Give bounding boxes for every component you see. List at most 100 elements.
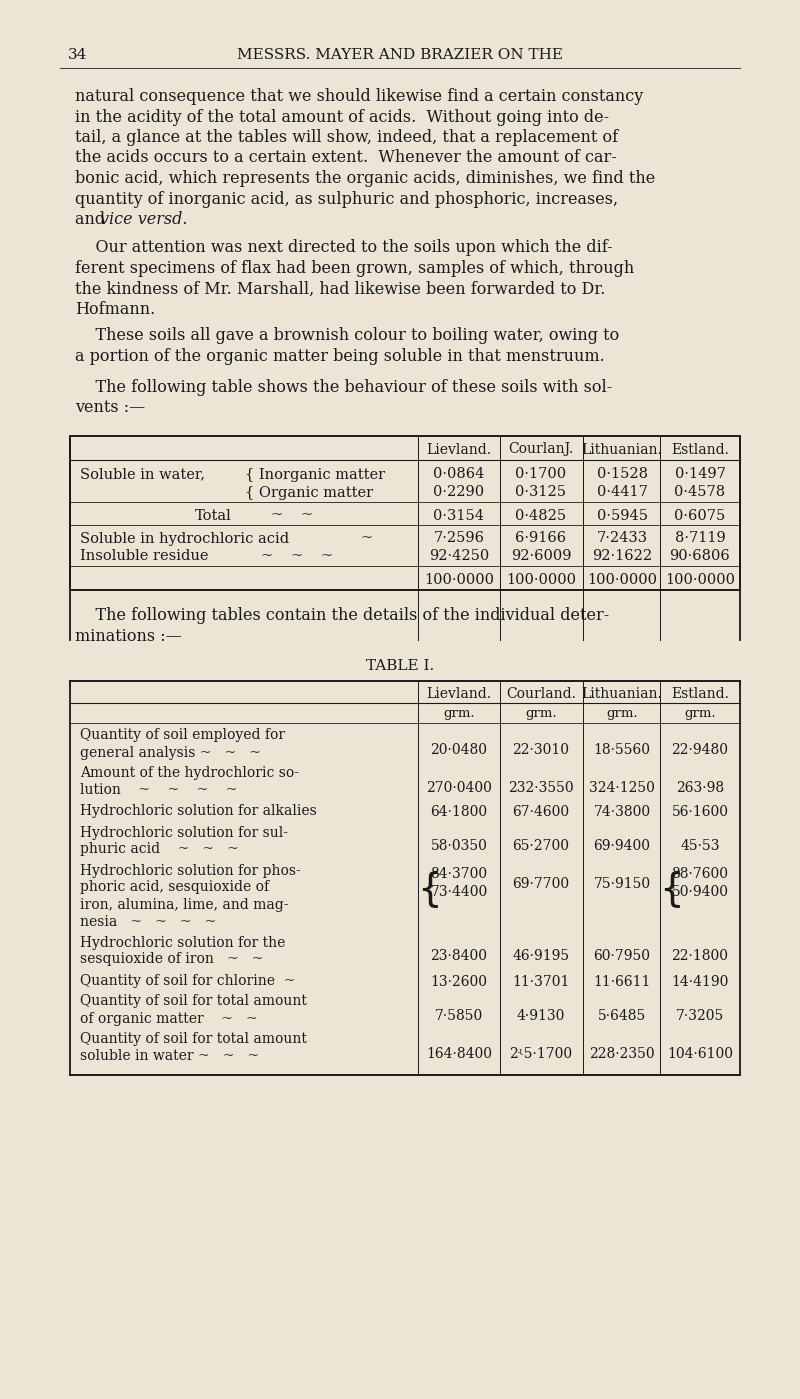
Text: The following table shows the behaviour of these soils with sol-: The following table shows the behaviour …: [75, 379, 612, 396]
Text: general analysis ~   ~   ~: general analysis ~ ~ ~: [80, 746, 261, 760]
Text: Quantity of soil for total amount: Quantity of soil for total amount: [80, 1032, 307, 1046]
Text: Hydrochloric solution for the: Hydrochloric solution for the: [80, 936, 286, 950]
Text: 45·53: 45·53: [680, 839, 720, 853]
Text: of organic matter    ~   ~: of organic matter ~ ~: [80, 1011, 258, 1025]
Text: Hofmann.: Hofmann.: [75, 301, 155, 318]
Text: 0·1528: 0·1528: [597, 467, 647, 481]
Text: the kindness of Mr. Marshall, had likewise been forwarded to Dr.: the kindness of Mr. Marshall, had likewi…: [75, 281, 606, 298]
Text: 164·8400: 164·8400: [426, 1046, 492, 1060]
Text: vice versd.: vice versd.: [100, 211, 188, 228]
Text: CourlanJ.: CourlanJ.: [508, 442, 574, 456]
Text: 92·6009: 92·6009: [510, 550, 571, 564]
Text: Hydrochloric solution for sul-: Hydrochloric solution for sul-: [80, 825, 288, 839]
Text: 0·3154: 0·3154: [434, 508, 485, 522]
Text: 4·9130: 4·9130: [517, 1009, 565, 1023]
Text: tail, a glance at the tables will show, indeed, that a replacement of: tail, a glance at the tables will show, …: [75, 129, 618, 145]
Text: Lievland.: Lievland.: [426, 687, 491, 701]
Text: Lievland.: Lievland.: [426, 442, 491, 456]
Text: 5·6485: 5·6485: [598, 1009, 646, 1023]
Text: Hydrochloric solution for phos-: Hydrochloric solution for phos-: [80, 863, 301, 877]
Text: These soils all gave a brownish colour to boiling water, owing to: These soils all gave a brownish colour t…: [75, 327, 619, 344]
Text: 7·2433: 7·2433: [597, 532, 647, 546]
Text: Lithuanian.: Lithuanian.: [582, 687, 662, 701]
Text: 22·9480: 22·9480: [671, 743, 729, 757]
Text: ~: ~: [300, 508, 312, 522]
Text: 0·4578: 0·4578: [674, 485, 726, 499]
Text: 74·3800: 74·3800: [594, 806, 650, 820]
Text: the acids occurs to a certain extent.  Whenever the amount of car-: the acids occurs to a certain extent. Wh…: [75, 150, 617, 166]
Text: ~: ~: [320, 550, 332, 564]
Text: 100·0000: 100·0000: [424, 572, 494, 586]
Text: lution    ~    ~    ~    ~: lution ~ ~ ~ ~: [80, 783, 238, 797]
Text: Quantity of soil for chlorine  ~: Quantity of soil for chlorine ~: [80, 974, 295, 988]
Text: 0·2290: 0·2290: [434, 485, 485, 499]
Text: 232·3550: 232·3550: [508, 781, 574, 795]
Text: MESSRS. MAYER AND BRAZIER ON THE: MESSRS. MAYER AND BRAZIER ON THE: [237, 48, 563, 62]
Text: 0·4825: 0·4825: [515, 508, 566, 522]
Text: 65·2700: 65·2700: [513, 839, 570, 853]
Text: 23·8400: 23·8400: [430, 950, 487, 964]
Text: 22·3010: 22·3010: [513, 743, 570, 757]
Text: 7·3205: 7·3205: [676, 1009, 724, 1023]
Text: 0·1497: 0·1497: [674, 467, 726, 481]
Text: Quantity of soil for total amount: Quantity of soil for total amount: [80, 995, 307, 1009]
Text: 34: 34: [68, 48, 87, 62]
Text: soluble in water ~   ~   ~: soluble in water ~ ~ ~: [80, 1049, 259, 1063]
Text: 228·2350: 228·2350: [589, 1046, 655, 1060]
Text: 11·3701: 11·3701: [512, 975, 570, 989]
Text: 22·1800: 22·1800: [671, 950, 729, 964]
Text: Insoluble residue: Insoluble residue: [80, 550, 209, 564]
Text: phoric acid, sesquioxide of: phoric acid, sesquioxide of: [80, 880, 269, 894]
Text: grm.: grm.: [525, 708, 557, 720]
Text: quantity of inorganic acid, as sulphuric and phosphoric, increases,: quantity of inorganic acid, as sulphuric…: [75, 190, 618, 207]
Text: sesquioxide of iron   ~   ~: sesquioxide of iron ~ ~: [80, 953, 263, 967]
Text: 104·6100: 104·6100: [667, 1046, 733, 1060]
Text: TABLE I.: TABLE I.: [366, 659, 434, 673]
Text: 92·1622: 92·1622: [592, 550, 652, 564]
Text: { Inorganic matter: { Inorganic matter: [245, 467, 385, 481]
Text: The following tables contain the details of the individual deter-: The following tables contain the details…: [75, 607, 610, 624]
Text: Total: Total: [195, 508, 232, 522]
Text: 46·9195: 46·9195: [513, 950, 570, 964]
Text: 67·4600: 67·4600: [513, 806, 570, 820]
Text: iron, alumina, lime, and mag-: iron, alumina, lime, and mag-: [80, 898, 289, 912]
Text: 75·9150: 75·9150: [594, 877, 650, 891]
Text: 90·6806: 90·6806: [670, 550, 730, 564]
Text: ~: ~: [270, 508, 282, 522]
Text: 7·2596: 7·2596: [434, 532, 485, 546]
Text: 69·7700: 69·7700: [513, 877, 570, 891]
Text: Estland.: Estland.: [671, 687, 729, 701]
Text: ~: ~: [290, 550, 302, 564]
Text: Quantity of soil employed for: Quantity of soil employed for: [80, 729, 285, 743]
Text: grm.: grm.: [606, 708, 638, 720]
Text: bonic acid, which represents the organic acids, diminishes, we find the: bonic acid, which represents the organic…: [75, 171, 655, 187]
Text: 84·3700: 84·3700: [430, 866, 487, 880]
Text: 64·1800: 64·1800: [430, 806, 487, 820]
Text: 324·1250: 324·1250: [589, 781, 655, 795]
Text: 7·5850: 7·5850: [435, 1009, 483, 1023]
Text: 14·4190: 14·4190: [671, 975, 729, 989]
Text: phuric acid    ~   ~   ~: phuric acid ~ ~ ~: [80, 842, 238, 856]
Text: 88·7600: 88·7600: [671, 866, 729, 880]
Text: grm.: grm.: [684, 708, 716, 720]
Text: 100·0000: 100·0000: [587, 572, 657, 586]
Text: ferent specimens of flax had been grown, samples of which, through: ferent specimens of flax had been grown,…: [75, 260, 634, 277]
Text: 263·98: 263·98: [676, 781, 724, 795]
Text: 56·1600: 56·1600: [671, 806, 729, 820]
Text: minations :—: minations :—: [75, 628, 182, 645]
Text: 50·9400: 50·9400: [671, 884, 729, 898]
Text: 100·0000: 100·0000: [506, 572, 576, 586]
Text: 2ʵ5·1700: 2ʵ5·1700: [510, 1046, 573, 1060]
Text: 6·9166: 6·9166: [515, 532, 566, 546]
Text: 13·2600: 13·2600: [430, 975, 487, 989]
Text: vents :—: vents :—: [75, 399, 146, 416]
Text: ~: ~: [260, 550, 272, 564]
Text: natural consequence that we should likewise find a certain constancy: natural consequence that we should likew…: [75, 88, 643, 105]
Text: 20·0480: 20·0480: [430, 743, 487, 757]
Text: 0·4417: 0·4417: [597, 485, 647, 499]
Text: nesia   ~   ~   ~   ~: nesia ~ ~ ~ ~: [80, 915, 216, 929]
Text: ~: ~: [360, 532, 372, 546]
Text: 11·6611: 11·6611: [594, 975, 650, 989]
Text: 0·5945: 0·5945: [597, 508, 647, 522]
Text: a portion of the organic matter being soluble in that menstruum.: a portion of the organic matter being so…: [75, 348, 605, 365]
